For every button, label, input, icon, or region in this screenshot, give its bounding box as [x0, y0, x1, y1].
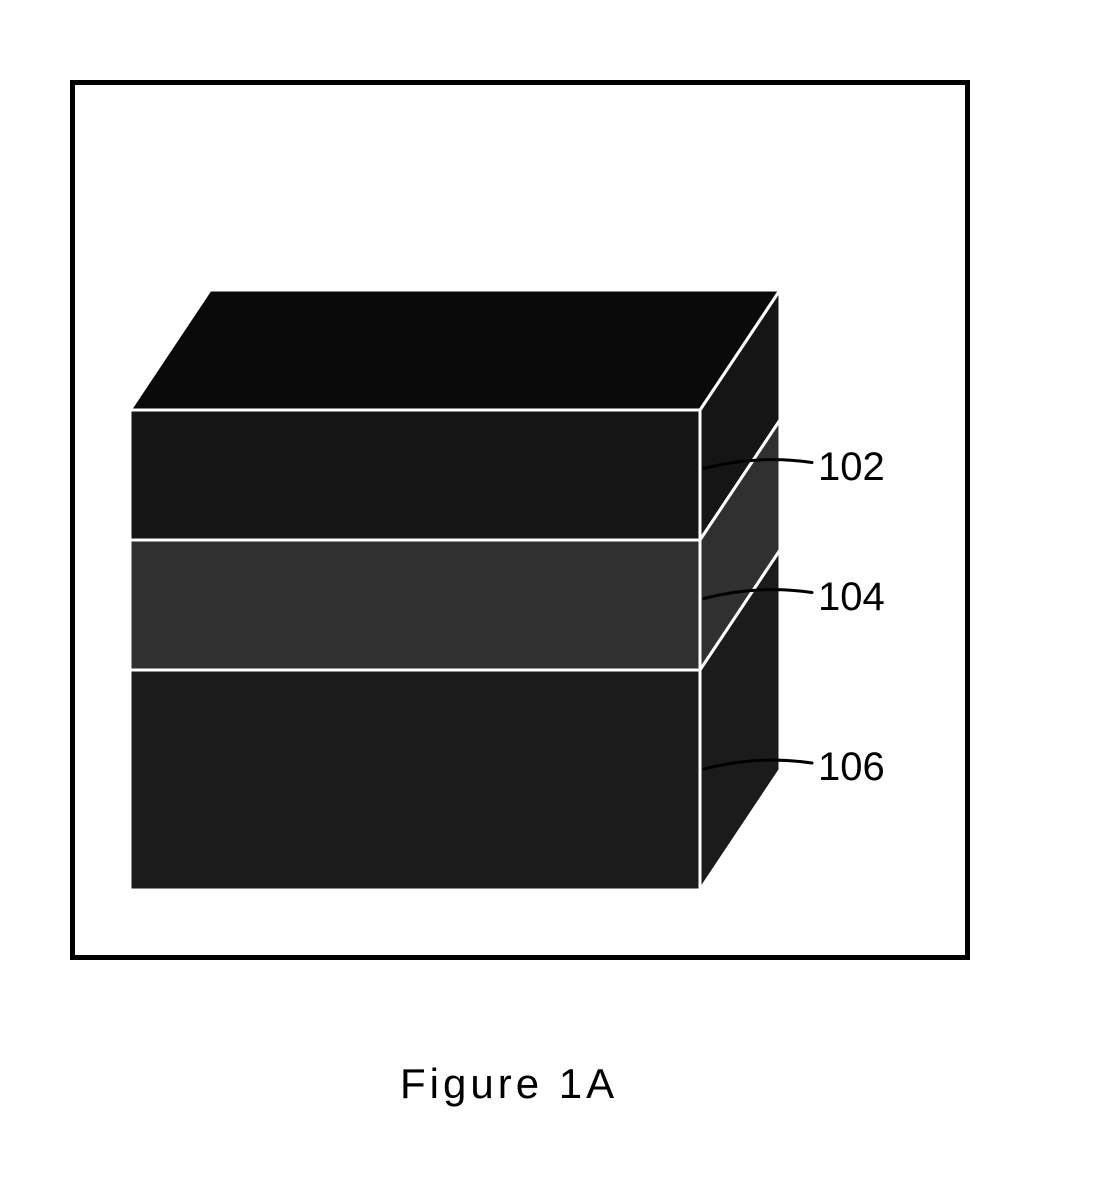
layer-104-front	[130, 540, 700, 670]
layer-106-front	[130, 670, 700, 890]
layer-label-106: 106	[818, 745, 885, 790]
block-top-face	[130, 290, 780, 410]
layer-label-104: 104	[818, 575, 885, 620]
layer-label-102: 102	[818, 445, 885, 490]
figure-caption: Figure 1A	[400, 1060, 618, 1108]
layer-102-front	[130, 410, 700, 540]
layer-diagram	[0, 0, 1113, 1184]
page: 102 104 106 Figure 1A	[0, 0, 1113, 1184]
